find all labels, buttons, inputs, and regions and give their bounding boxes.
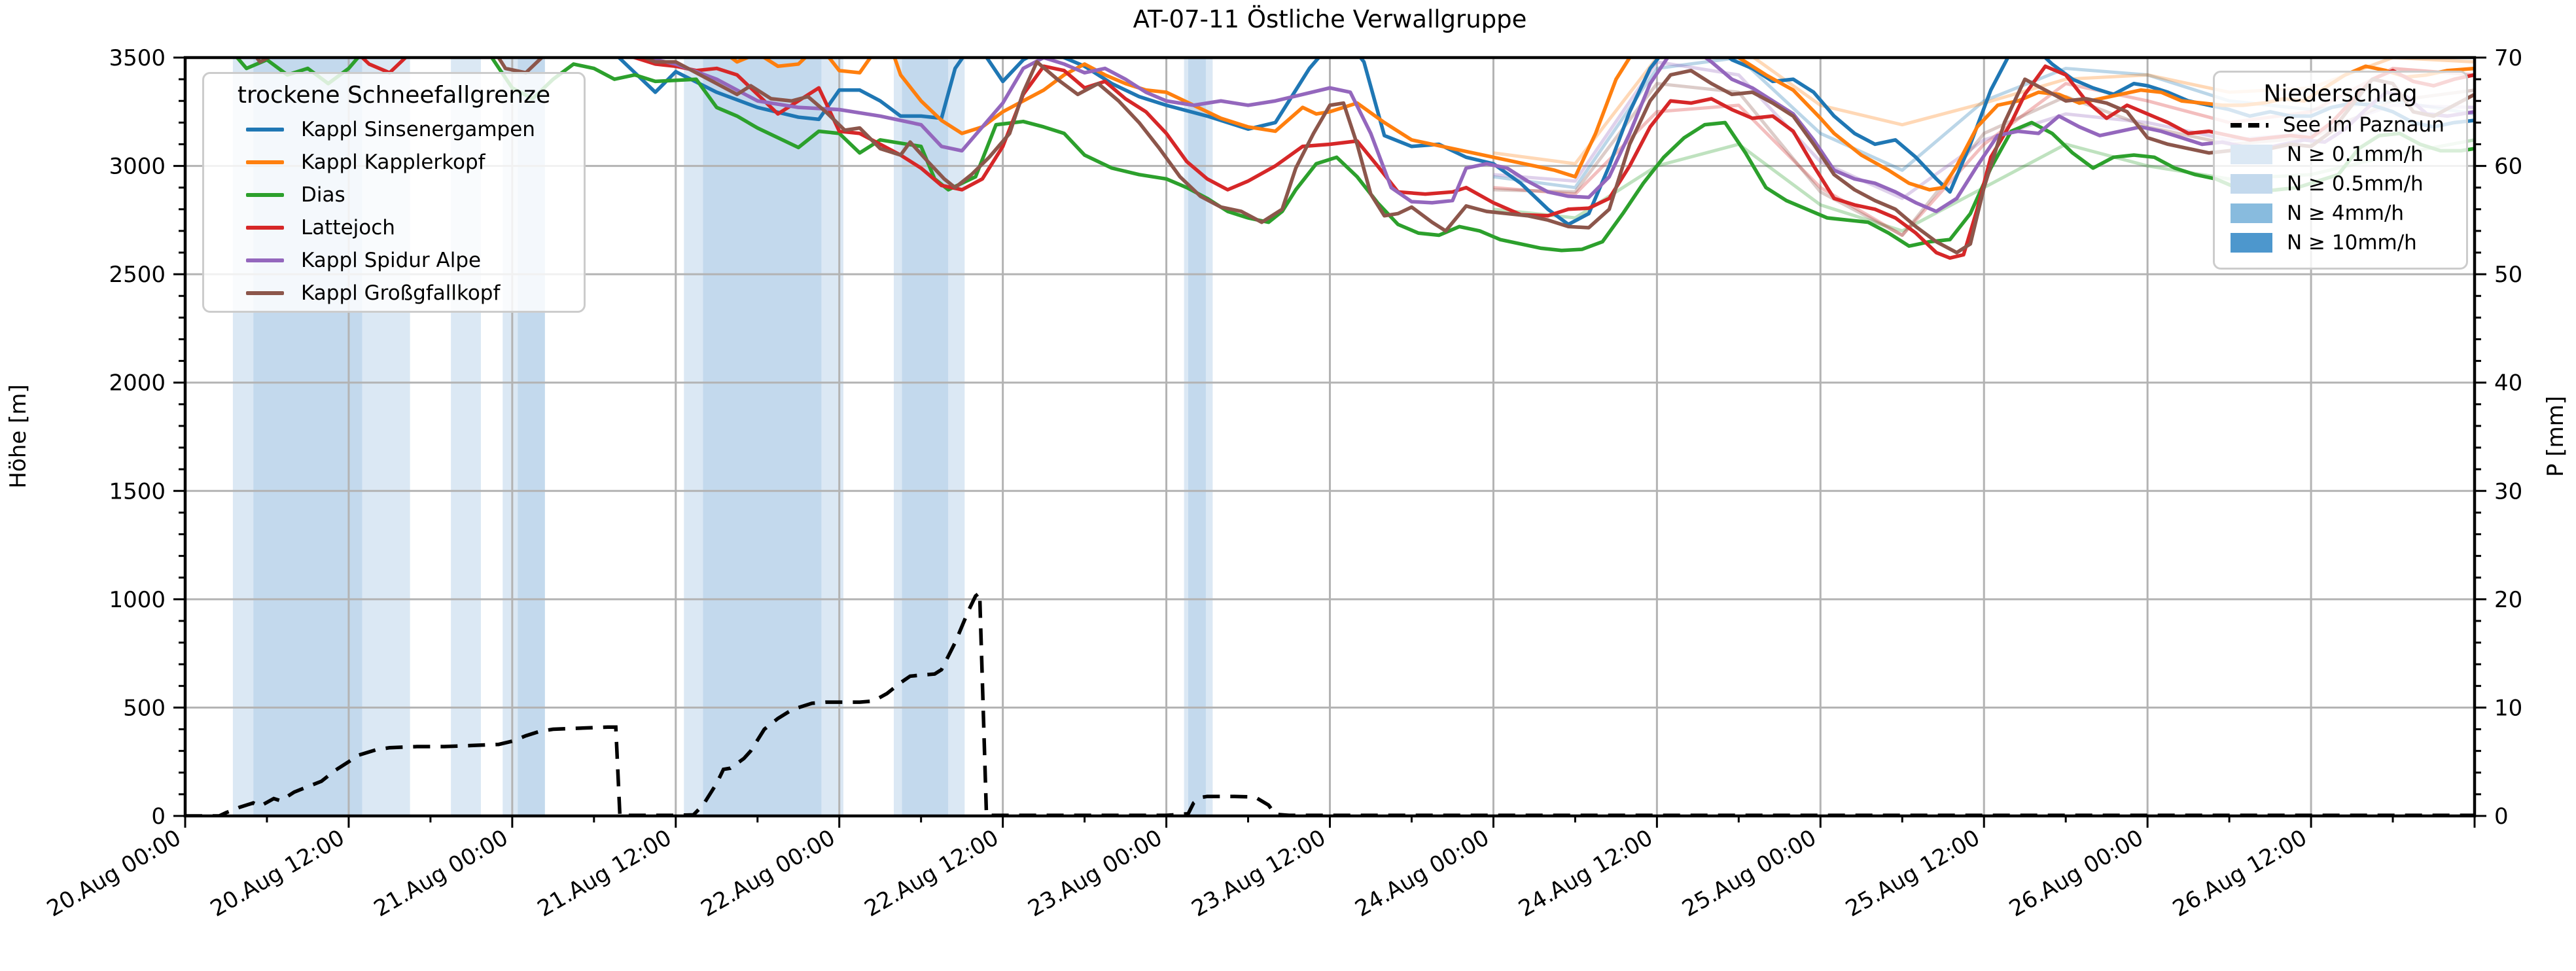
y-right-tick-label: 20 — [2494, 587, 2522, 613]
legend-item-precip-05: N ≥ 0.5mm/h — [2231, 172, 2450, 196]
y-axis-right-label: P [mm] — [2543, 395, 2569, 478]
legend-snowfall-title: trockene Schneefallgrenze — [237, 82, 551, 109]
x-tick-label: 23.Aug 12:00 — [1187, 824, 1330, 922]
series-line — [647, 58, 2475, 213]
x-tick-label: 25.Aug 00:00 — [1678, 824, 1821, 922]
line-swatch-orange-icon — [246, 160, 284, 164]
y-axis-left-label: Höhe [m] — [5, 384, 31, 489]
y-right-tick-label: 70 — [2494, 45, 2522, 71]
x-tick-label: 26.Aug 12:00 — [2168, 824, 2312, 922]
axis-ticks — [173, 56, 2486, 828]
x-tick-label: 24.Aug 00:00 — [1350, 824, 1494, 922]
precip-band — [1188, 58, 1206, 816]
gridlines — [185, 58, 2475, 816]
precip-patch-4-icon — [2231, 203, 2272, 223]
precip-cumulative-line — [185, 589, 2475, 816]
legend-precipitation-title: Niederschlag — [2263, 80, 2418, 107]
y-left-tick-label: 0 — [151, 803, 166, 830]
x-tick-label: 22.Aug 12:00 — [860, 824, 1004, 922]
snowfall-series — [234, 58, 2475, 260]
legend-item-kappl-kapplerkopf: Kappl Kapplerkopf — [246, 150, 568, 174]
legend-item-lattejoch: Lattejoch — [246, 216, 568, 239]
x-tick-label: 20.Aug 12:00 — [206, 824, 349, 922]
line-swatch-red-icon — [246, 226, 284, 230]
series-line — [254, 58, 2475, 255]
legend-item-dias: Dias — [246, 183, 568, 207]
x-tick-label: 26.Aug 00:00 — [2005, 824, 2148, 922]
x-tick-label: 24.Aug 12:00 — [1514, 824, 1657, 922]
line-swatch-purple-icon — [246, 258, 284, 262]
y-right-tick-label: 10 — [2494, 695, 2522, 721]
y-right-tick-label: 30 — [2494, 478, 2522, 504]
precip-patch-05-icon — [2231, 174, 2272, 194]
legend-snowfall-limit: trockene Schneefallgrenze Kappl Sinsener… — [202, 72, 586, 313]
precip-band — [894, 58, 902, 816]
y-right-tick-label: 50 — [2494, 262, 2522, 288]
line-swatch-blue-icon — [246, 128, 284, 132]
y-right-tick-label: 0 — [2494, 803, 2509, 830]
x-tick-label: 20.Aug 00:00 — [43, 824, 186, 922]
precip-patch-10-icon — [2231, 233, 2272, 253]
line-swatch-brown-icon — [246, 291, 284, 295]
y-right-tick-label: 60 — [2494, 154, 2522, 180]
y-left-tick-label: 500 — [123, 695, 166, 721]
series-line — [728, 58, 2475, 192]
precip-band — [684, 58, 703, 816]
dashed-line-swatch-icon — [2231, 122, 2268, 128]
y-left-tick-label: 2000 — [109, 370, 166, 397]
x-tick-label: 23.Aug 00:00 — [1024, 824, 1167, 922]
legend-item-kappl-spidur-alpe: Kappl Spidur Alpe — [246, 249, 568, 272]
legend-item-see-im-paznaun: See im Paznaun — [2231, 113, 2450, 137]
legend-item-precip-10: N ≥ 10mm/h — [2231, 231, 2450, 255]
precip-band — [703, 58, 822, 816]
line-swatch-green-icon — [246, 193, 284, 197]
y-left-tick-label: 3500 — [109, 45, 166, 71]
legend-item-kappl-grossgfallkopf: Kappl Großgfallkopf — [246, 281, 568, 305]
y-left-tick-label: 1500 — [109, 478, 166, 504]
precip-band — [948, 58, 965, 816]
precip-patch-01-icon — [2231, 145, 2272, 164]
precip-band — [1184, 58, 1188, 816]
legend-item-kappl-sinsenergampen: Kappl Sinsenergampen — [246, 118, 568, 141]
series-line — [616, 58, 2475, 226]
y-left-tick-label: 1000 — [109, 587, 166, 613]
x-tick-label: 21.Aug 12:00 — [533, 824, 677, 922]
x-tick-label: 22.Aug 00:00 — [697, 824, 840, 922]
legend-item-precip-4: N ≥ 4mm/h — [2231, 202, 2450, 225]
x-tick-label: 25.Aug 12:00 — [1841, 824, 1985, 922]
page-title: AT-07-11 Östliche Verwallgruppe — [1133, 5, 1527, 33]
y-left-tick-label: 2500 — [109, 262, 166, 288]
y-right-tick-label: 40 — [2494, 370, 2522, 397]
legend-precipitation: Niederschlag See im Paznaun N ≥ 0.1mm/h … — [2213, 71, 2468, 270]
legend-item-precip-01: N ≥ 0.1mm/h — [2231, 143, 2450, 166]
y-left-tick-label: 3000 — [109, 154, 166, 180]
precip-band — [1205, 58, 1213, 816]
x-tick-label: 21.Aug 00:00 — [370, 824, 513, 922]
